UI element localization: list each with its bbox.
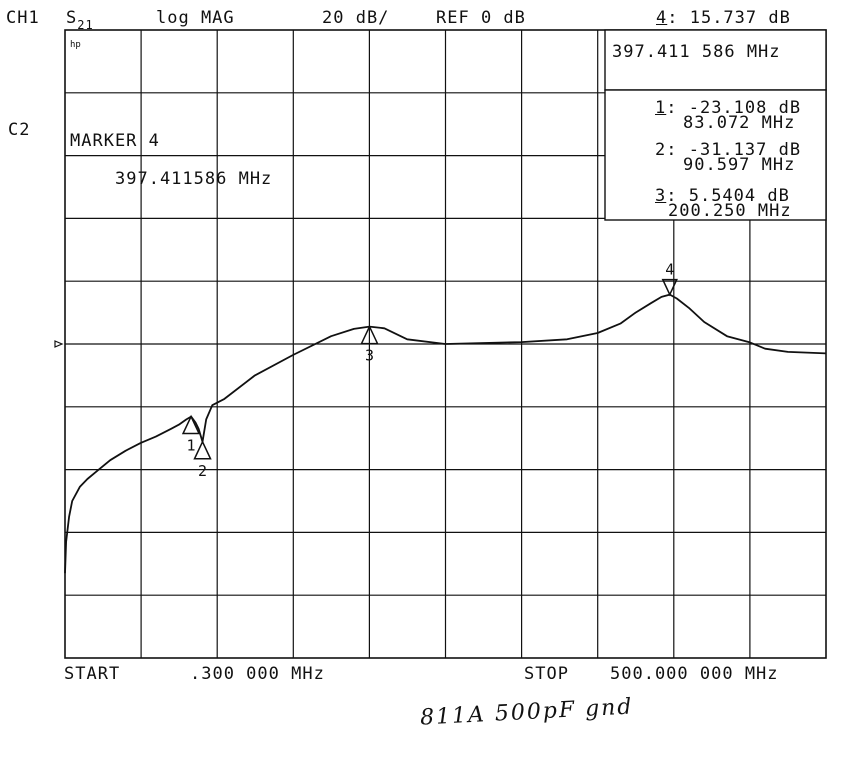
start-value: .300 000 MHz bbox=[190, 664, 325, 684]
marker-list-box bbox=[604, 89, 827, 221]
marker-1-db: 1: -23.108 dB bbox=[655, 98, 802, 118]
marker-1-label: 1 bbox=[187, 437, 196, 455]
marker-3-freq: 200.250 MHz bbox=[668, 201, 792, 221]
stop-value: 500.000 000 MHz bbox=[610, 664, 779, 684]
marker-3-label: 3 bbox=[365, 347, 374, 365]
marker-2-freq: 90.597 MHz bbox=[683, 155, 796, 175]
marker-2-triangle bbox=[193, 440, 212, 460]
marker-readout-box bbox=[604, 29, 827, 91]
channel-label: CH1 bbox=[6, 8, 40, 28]
marker-3-triangle bbox=[360, 324, 379, 345]
start-label: START bbox=[64, 664, 121, 684]
format-label: log MAG bbox=[156, 8, 235, 28]
marker-1-freq: 83.072 MHz bbox=[683, 113, 796, 133]
active-marker-frequency: 397.411 586 MHz bbox=[612, 42, 781, 62]
marker-1-triangle bbox=[181, 414, 201, 435]
marker-annotation-frequency: 397.411586 MHz bbox=[115, 169, 273, 189]
reference-label: REF 0 dB bbox=[436, 8, 526, 28]
hp-logo: hp bbox=[70, 40, 81, 50]
reference-level-arrow bbox=[54, 340, 64, 348]
scale-label: 20 dB/ bbox=[322, 8, 390, 28]
trace-line bbox=[64, 293, 827, 574]
marker-4-triangle bbox=[661, 278, 678, 297]
stop-label: STOP bbox=[524, 664, 569, 684]
marker-annotation-title: MARKER 4 bbox=[70, 131, 160, 151]
marker-2-label: 2 bbox=[198, 462, 207, 480]
marker-2-db: 2: -31.137 dB bbox=[655, 140, 802, 160]
channel-2-label: C2 bbox=[8, 120, 31, 140]
marker-3-db: 3: 5.5404 dB bbox=[655, 186, 790, 206]
parameter-label: S21 bbox=[66, 8, 94, 32]
marker-4-label: 4 bbox=[665, 261, 674, 279]
active-marker-readout: 4: 15.737 dB bbox=[656, 8, 791, 28]
